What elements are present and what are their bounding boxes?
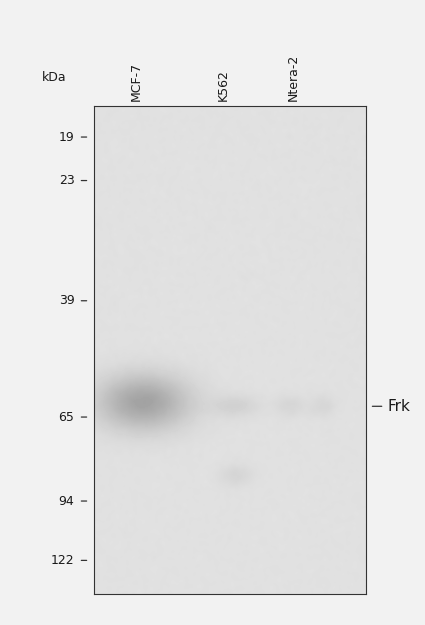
Text: 122: 122	[51, 554, 74, 567]
Text: 39: 39	[59, 294, 74, 308]
Text: 23: 23	[59, 174, 74, 187]
Text: Ntera-2: Ntera-2	[287, 54, 300, 101]
Text: MCF-7: MCF-7	[130, 62, 142, 101]
Text: kDa: kDa	[42, 71, 66, 84]
Text: 65: 65	[59, 411, 74, 424]
Text: 94: 94	[59, 494, 74, 508]
Text: Frk: Frk	[387, 399, 410, 414]
Text: K562: K562	[216, 69, 230, 101]
Text: 19: 19	[59, 131, 74, 144]
